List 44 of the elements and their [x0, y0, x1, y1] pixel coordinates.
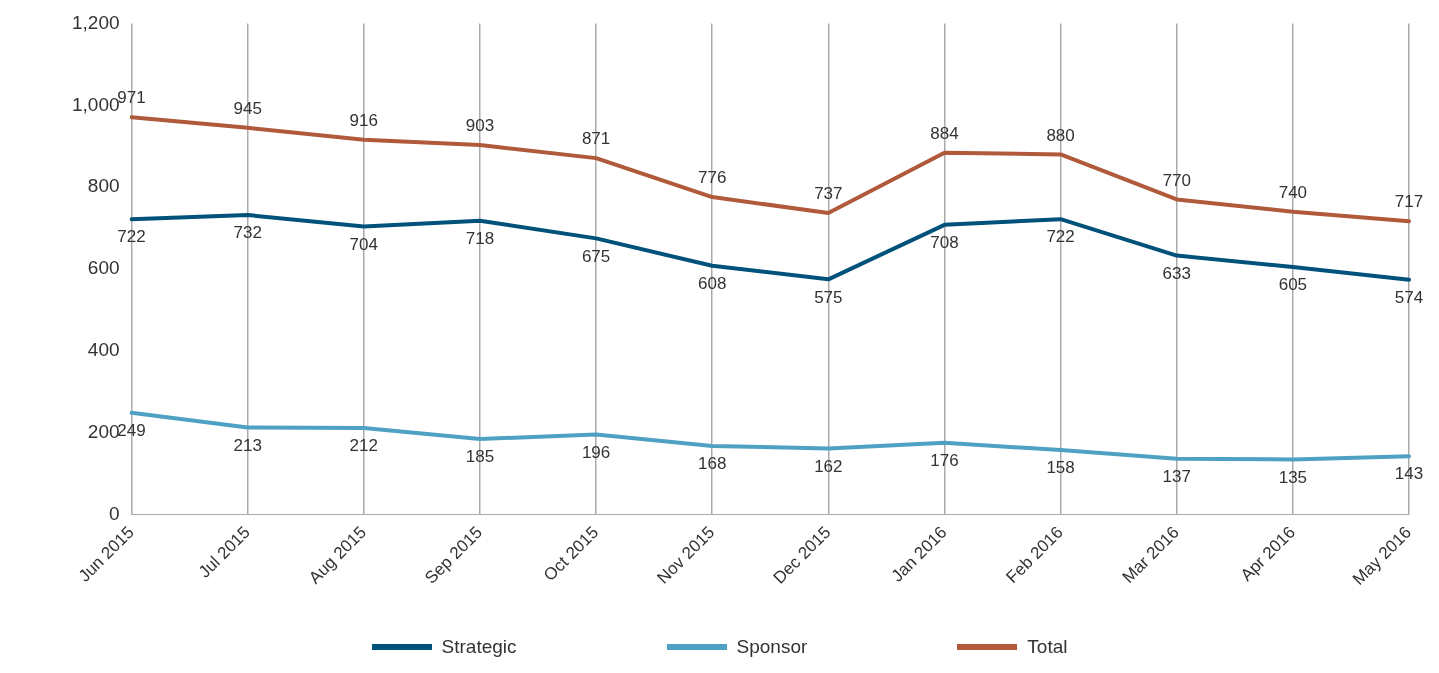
data-label: 212 [349, 436, 378, 456]
data-label: 871 [581, 129, 611, 149]
data-label: 945 [233, 99, 262, 119]
data-label: 158 [1046, 458, 1075, 478]
data-label: 732 [233, 223, 262, 243]
y-tick-label: 400 [87, 339, 120, 361]
data-label: 135 [1278, 467, 1308, 487]
legend-label: Sponsor [736, 636, 808, 658]
y-tick-label: 1,200 [72, 11, 120, 33]
data-label: 605 [1278, 275, 1308, 295]
data-label: 143 [1394, 464, 1424, 484]
data-label: 717 [1394, 192, 1424, 212]
y-tick-label: 600 [87, 257, 120, 279]
data-label: 633 [1162, 263, 1191, 283]
y-tick-label: 800 [87, 175, 120, 197]
legend-label: Total [1027, 636, 1068, 658]
legend-label: Strategic [441, 636, 517, 658]
data-label: 776 [698, 168, 727, 188]
data-label: 176 [930, 450, 959, 470]
data-label: 880 [1046, 125, 1075, 145]
data-label: 884 [930, 123, 959, 143]
y-tick-label: 200 [87, 421, 120, 443]
data-label: 196 [581, 442, 611, 462]
data-label: 675 [581, 246, 611, 266]
data-label: 770 [1162, 170, 1191, 190]
data-label: 722 [1046, 227, 1075, 247]
data-label: 916 [349, 110, 378, 130]
data-label: 722 [117, 227, 146, 247]
data-label: 737 [814, 184, 843, 204]
data-label: 718 [465, 228, 495, 248]
data-label: 740 [1278, 182, 1308, 202]
data-label: 249 [117, 421, 146, 441]
data-label: 213 [233, 435, 262, 455]
data-label: 168 [698, 454, 727, 474]
y-tick-label: 0 [108, 503, 120, 525]
data-label: 608 [698, 274, 727, 293]
data-label: 574 [1394, 287, 1424, 307]
data-label: 162 [814, 456, 843, 476]
data-label: 185 [465, 447, 495, 467]
data-label: 903 [465, 116, 495, 136]
data-label: 575 [814, 287, 843, 307]
data-label: 137 [1162, 466, 1191, 486]
data-label: 704 [349, 234, 378, 254]
data-label: 708 [930, 233, 959, 253]
